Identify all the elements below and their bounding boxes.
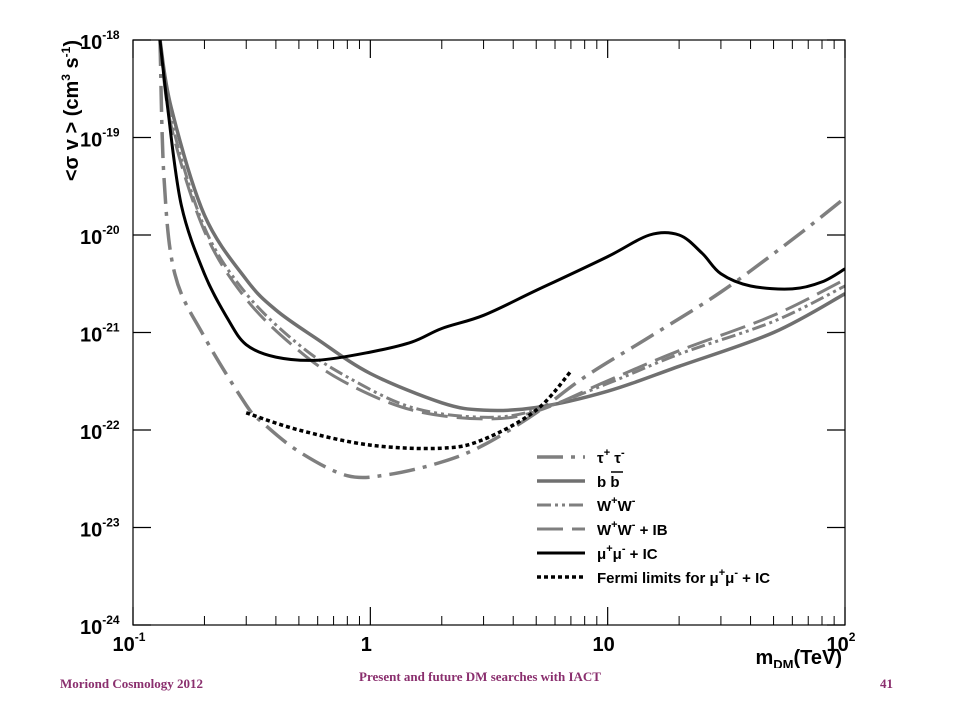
y-tick-label-exponent: -22	[102, 418, 120, 432]
legend-label-text2: W	[618, 498, 633, 515]
x-tick-label: 10-1	[113, 630, 146, 656]
legend-label-text2: μ	[725, 570, 734, 587]
legend-label-sup: +	[606, 543, 612, 555]
footer-conference: Moriond Cosmology 2012	[60, 676, 203, 691]
y-tick-label-exponent: -19	[102, 126, 120, 140]
legend-label-suffix: + IC	[738, 570, 770, 587]
legend-label-text: Fermi limits for μ	[597, 570, 719, 587]
legend-label-sup2: -	[632, 495, 636, 507]
series-tau-tau	[158, 40, 845, 480]
y-axis-title-part3: )	[61, 40, 83, 47]
y-axis-title: <σ v > (cm3 s-1)	[59, 40, 83, 181]
legend-label-text2: τ	[610, 450, 621, 467]
legend-label-suffix: + IC	[625, 546, 657, 563]
legend-label-sup: +	[611, 495, 617, 507]
series-layer	[158, 40, 845, 480]
y-tick-label: 10-22	[80, 418, 120, 444]
y-axis-title-sup1: 3	[59, 74, 73, 81]
legend-label-text: μ	[597, 546, 606, 563]
legend-entry-label: b b	[597, 474, 620, 491]
y-tick-label-base: 10	[80, 617, 102, 639]
y-tick-label: 10-18	[80, 28, 120, 54]
x-tick-label-exponent: -1	[135, 630, 146, 644]
legend-entry-label: τ+ τ-	[597, 447, 625, 467]
legend-label-text2: μ	[613, 546, 622, 563]
series-fermi-limits	[245, 370, 573, 451]
series-ww	[158, 40, 845, 419]
legend-label-sup: +	[719, 567, 725, 579]
y-tick-label-base: 10	[80, 32, 102, 54]
x-axis-title-base: m	[755, 647, 773, 668]
legend-label-text2: W	[618, 522, 633, 539]
y-tick-label-exponent: -18	[102, 28, 120, 42]
legend-entry-label: W+W-	[597, 495, 636, 515]
series-ww-ib	[158, 40, 845, 421]
y-tick-label-exponent: -24	[102, 613, 120, 627]
y-tick-label-exponent: -20	[102, 223, 120, 237]
y-axis-title-part2: s	[61, 57, 83, 74]
x-tick-label-base: 1	[361, 634, 372, 656]
x-tick-labels: 10-1 1 10 102	[113, 630, 856, 656]
x-axis-title-subscript: DM	[773, 657, 793, 668]
x-tick-label: 1	[361, 634, 372, 656]
legend-entry-label: Fermi limits for μ+μ- + IC	[597, 567, 770, 587]
legend-label-sup2: -	[632, 519, 636, 531]
y-tick-label-base: 10	[80, 325, 102, 347]
legend-label-text: τ	[597, 450, 604, 467]
annihilation-cross-section-chart: 10-1 1 10 102 10-2410-2310-2210-2110-2010-1…	[59, 28, 856, 668]
series-b-bbar	[158, 40, 845, 413]
y-tick-label-base: 10	[80, 520, 102, 542]
legend-entry-label: μ+μ- + IC	[597, 543, 658, 563]
legend-entry-label: W+W- + IB	[597, 519, 668, 539]
y-tick-label-exponent: -21	[102, 321, 120, 335]
x-tick-label-exponent: 2	[849, 630, 856, 644]
y-tick-label: 10-23	[80, 516, 120, 542]
legend-label-sup2: -	[734, 567, 738, 579]
series-mumu-ic	[158, 40, 845, 362]
y-axis-title-part1: <σ v > (cm	[61, 81, 83, 181]
x-tick-label-base: 10	[593, 634, 615, 656]
y-tick-label-base: 10	[80, 227, 102, 249]
y-tick-label: 10-21	[80, 321, 120, 347]
x-tick-label-base: 10	[113, 634, 135, 656]
legend-label-sup: +	[604, 447, 610, 459]
major-ticks	[132, 39, 846, 626]
legend-label-text: W	[597, 522, 612, 539]
legend-label-text: b b	[597, 474, 620, 491]
legend-label-sup: +	[611, 519, 617, 531]
y-tick-label: 10-24	[80, 613, 120, 639]
legend-label-suffix: + IB	[635, 522, 667, 539]
plot-frame	[132, 39, 846, 626]
x-tick-label: 10	[593, 634, 615, 656]
minor-ticks	[203, 40, 835, 625]
footer-talk-title: Present and future DM searches with IACT	[359, 669, 601, 684]
x-axis-title: mDM(TeV)	[755, 647, 842, 668]
footer-page-number: 41	[880, 676, 893, 691]
legend-label-sup2: -	[621, 447, 625, 459]
y-tick-label-base: 10	[80, 422, 102, 444]
x-tick-label: 102	[827, 630, 856, 656]
x-axis-title-rest: (TeV)	[793, 647, 842, 668]
y-tick-label: 10-19	[80, 126, 120, 152]
y-tick-label-base: 10	[80, 130, 102, 152]
legend-label-sup2: -	[622, 543, 626, 555]
y-tick-label-exponent: -23	[102, 516, 120, 530]
legend-label-text: W	[597, 498, 612, 515]
y-axis-title-sup2: -1	[59, 46, 73, 57]
y-tick-label: 10-20	[80, 223, 120, 249]
x-tick-label-base: 10	[827, 634, 849, 656]
